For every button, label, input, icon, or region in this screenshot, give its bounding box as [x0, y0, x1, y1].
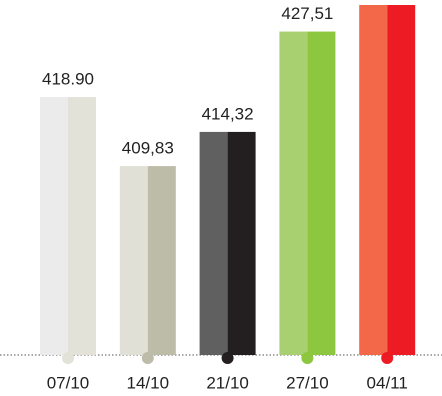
bar-half [199, 131, 228, 355]
category-dot [62, 352, 74, 364]
bar-half [279, 31, 308, 355]
x-tick-label: 07/10 [47, 373, 90, 392]
value-label: 409,83 [122, 139, 174, 158]
category-dot [301, 352, 314, 364]
bar-half [359, 5, 388, 355]
bar [40, 97, 96, 355]
bar-half [307, 31, 336, 355]
bar-half [147, 166, 176, 355]
category-dot [141, 352, 154, 364]
bar-half [387, 5, 416, 355]
bar [279, 31, 336, 355]
bar-half [119, 166, 148, 355]
category-dot [221, 352, 234, 364]
x-tick-label: 21/10 [206, 373, 249, 392]
bar-half [40, 97, 68, 355]
bar-half [68, 97, 96, 355]
category-dot [381, 352, 394, 364]
value-label: 418.90 [42, 70, 94, 89]
value-label: 427,51 [281, 4, 333, 23]
bar [199, 131, 256, 355]
x-tick-label: 04/11 [367, 373, 408, 392]
bar-half [227, 131, 256, 355]
bar [119, 166, 176, 355]
value-label: 414,32 [202, 104, 254, 123]
x-tick-label: 27/10 [286, 373, 329, 392]
bar [359, 5, 416, 355]
x-tick-label: 14/10 [127, 373, 170, 392]
